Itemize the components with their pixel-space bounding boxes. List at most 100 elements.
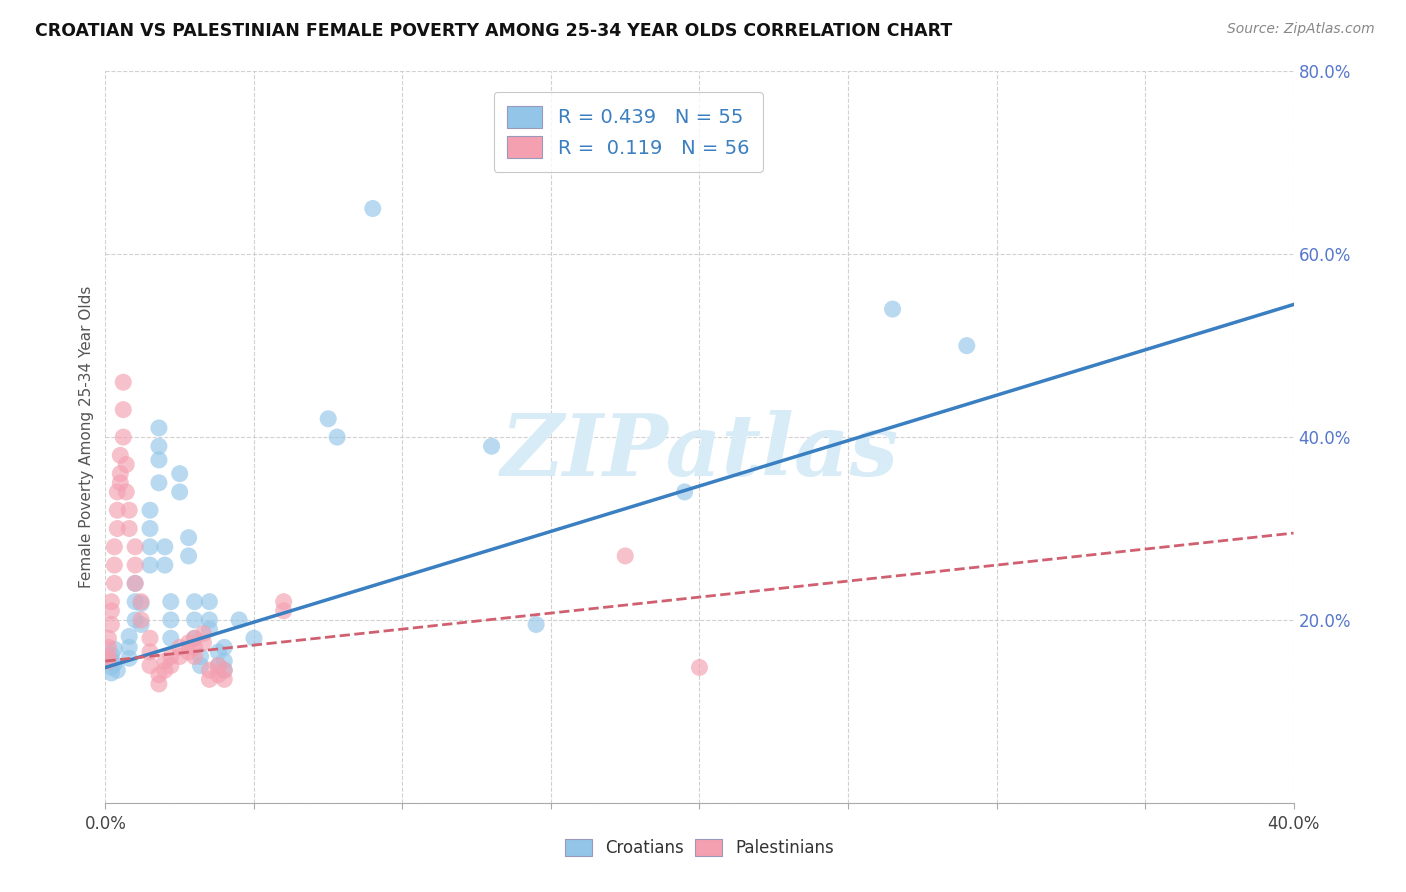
- Point: [129, 597, 152, 611]
- Point: [97, 654, 120, 668]
- Point: [524, 617, 547, 632]
- Point: [214, 640, 236, 655]
- Point: [103, 642, 125, 657]
- Point: [100, 654, 122, 668]
- Point: [112, 376, 135, 390]
- Point: [139, 658, 162, 673]
- Point: [159, 658, 181, 673]
- Point: [614, 549, 637, 563]
- Point: [112, 402, 135, 417]
- Point: [243, 632, 266, 646]
- Point: [100, 660, 122, 674]
- Point: [177, 531, 200, 545]
- Point: [148, 453, 170, 467]
- Point: [882, 301, 904, 317]
- Point: [956, 338, 979, 352]
- Point: [139, 645, 162, 659]
- Point: [183, 632, 205, 646]
- Point: [183, 632, 205, 646]
- Point: [103, 576, 125, 591]
- Point: [207, 645, 229, 659]
- Point: [139, 503, 162, 517]
- Point: [118, 521, 141, 535]
- Point: [118, 503, 141, 517]
- Point: [273, 604, 295, 618]
- Point: [100, 665, 122, 680]
- Point: [124, 576, 146, 591]
- Point: [118, 640, 141, 655]
- Point: [100, 648, 122, 662]
- Point: [148, 421, 170, 435]
- Point: [124, 613, 146, 627]
- Point: [207, 658, 229, 673]
- Point: [177, 645, 200, 659]
- Point: [103, 657, 125, 671]
- Point: [169, 640, 191, 655]
- Point: [105, 663, 128, 677]
- Point: [183, 640, 205, 655]
- Point: [159, 649, 181, 664]
- Point: [169, 485, 191, 500]
- Point: [190, 649, 212, 664]
- Legend: Croatians, Palestinians: Croatians, Palestinians: [558, 832, 841, 864]
- Point: [183, 594, 205, 608]
- Point: [129, 617, 152, 632]
- Point: [689, 660, 711, 674]
- Point: [97, 632, 120, 646]
- Point: [148, 677, 170, 691]
- Point: [129, 613, 152, 627]
- Point: [183, 613, 205, 627]
- Point: [100, 594, 122, 608]
- Y-axis label: Female Poverty Among 25-34 Year Olds: Female Poverty Among 25-34 Year Olds: [79, 286, 94, 588]
- Point: [100, 617, 122, 632]
- Point: [673, 485, 696, 500]
- Point: [115, 485, 138, 500]
- Point: [153, 663, 176, 677]
- Point: [169, 467, 191, 481]
- Point: [148, 475, 170, 490]
- Point: [193, 626, 215, 640]
- Text: Source: ZipAtlas.com: Source: ZipAtlas.com: [1227, 22, 1375, 37]
- Point: [105, 503, 128, 517]
- Point: [153, 654, 176, 668]
- Point: [159, 594, 181, 608]
- Point: [103, 540, 125, 554]
- Point: [148, 667, 170, 681]
- Point: [214, 654, 236, 668]
- Point: [326, 430, 349, 444]
- Point: [110, 449, 132, 463]
- Point: [193, 636, 215, 650]
- Point: [100, 604, 122, 618]
- Point: [198, 673, 221, 687]
- Point: [139, 521, 162, 535]
- Point: [169, 649, 191, 664]
- Point: [207, 667, 229, 681]
- Point: [190, 658, 212, 673]
- Point: [228, 613, 250, 627]
- Point: [115, 458, 138, 472]
- Point: [124, 558, 146, 573]
- Point: [481, 439, 503, 453]
- Point: [214, 673, 236, 687]
- Point: [110, 475, 132, 490]
- Point: [316, 412, 339, 426]
- Point: [118, 629, 141, 643]
- Point: [97, 649, 120, 664]
- Point: [214, 663, 236, 677]
- Point: [207, 658, 229, 673]
- Text: ZIPatlas: ZIPatlas: [501, 410, 898, 493]
- Point: [110, 467, 132, 481]
- Point: [198, 622, 221, 636]
- Point: [159, 632, 181, 646]
- Point: [153, 540, 176, 554]
- Point: [124, 594, 146, 608]
- Text: CROATIAN VS PALESTINIAN FEMALE POVERTY AMONG 25-34 YEAR OLDS CORRELATION CHART: CROATIAN VS PALESTINIAN FEMALE POVERTY A…: [35, 22, 952, 40]
- Point: [112, 430, 135, 444]
- Point: [159, 613, 181, 627]
- Point: [139, 558, 162, 573]
- Point: [124, 576, 146, 591]
- Point: [361, 202, 384, 216]
- Point: [103, 558, 125, 573]
- Point: [153, 558, 176, 573]
- Point: [124, 540, 146, 554]
